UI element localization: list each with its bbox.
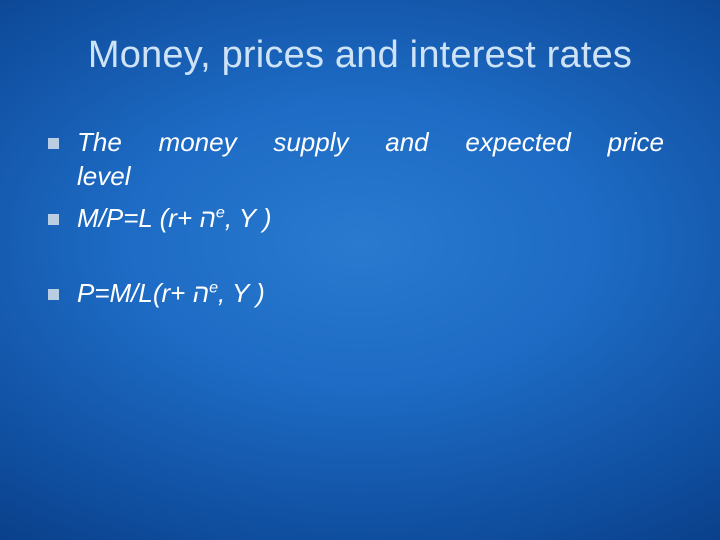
eq-part-a: P=M/L(r+ ה <box>77 278 209 308</box>
bullet-row: P=M/L(r+ הe, Y ) <box>48 277 664 311</box>
eq-part-b: , Y ) <box>225 203 272 233</box>
bullet-text: The money supply and expected price leve… <box>77 126 664 194</box>
slide-body: The money supply and expected price leve… <box>48 126 664 319</box>
bullet-text: M/P=L (r+ הe, Y ) <box>77 202 664 236</box>
slide-title: Money, prices and interest rates <box>0 34 720 77</box>
bullet-row: M/P=L (r+ הe, Y ) <box>48 202 664 236</box>
bullet-icon <box>48 138 59 149</box>
eq-part-b: , Y ) <box>218 278 265 308</box>
bullet-row: The money supply and expected price leve… <box>48 126 664 194</box>
bullet-icon <box>48 289 59 300</box>
bullet-text-line1: The money supply and expected price <box>77 126 664 160</box>
bullet-text-line2: level <box>77 161 130 191</box>
eq-part-a: M/P=L (r+ ה <box>77 203 216 233</box>
eq-superscript: e <box>209 279 218 297</box>
eq-superscript: e <box>216 203 225 221</box>
slide: Money, prices and interest rates The mon… <box>0 0 720 540</box>
bullet-text: P=M/L(r+ הe, Y ) <box>77 277 664 311</box>
bullet-icon <box>48 214 59 225</box>
